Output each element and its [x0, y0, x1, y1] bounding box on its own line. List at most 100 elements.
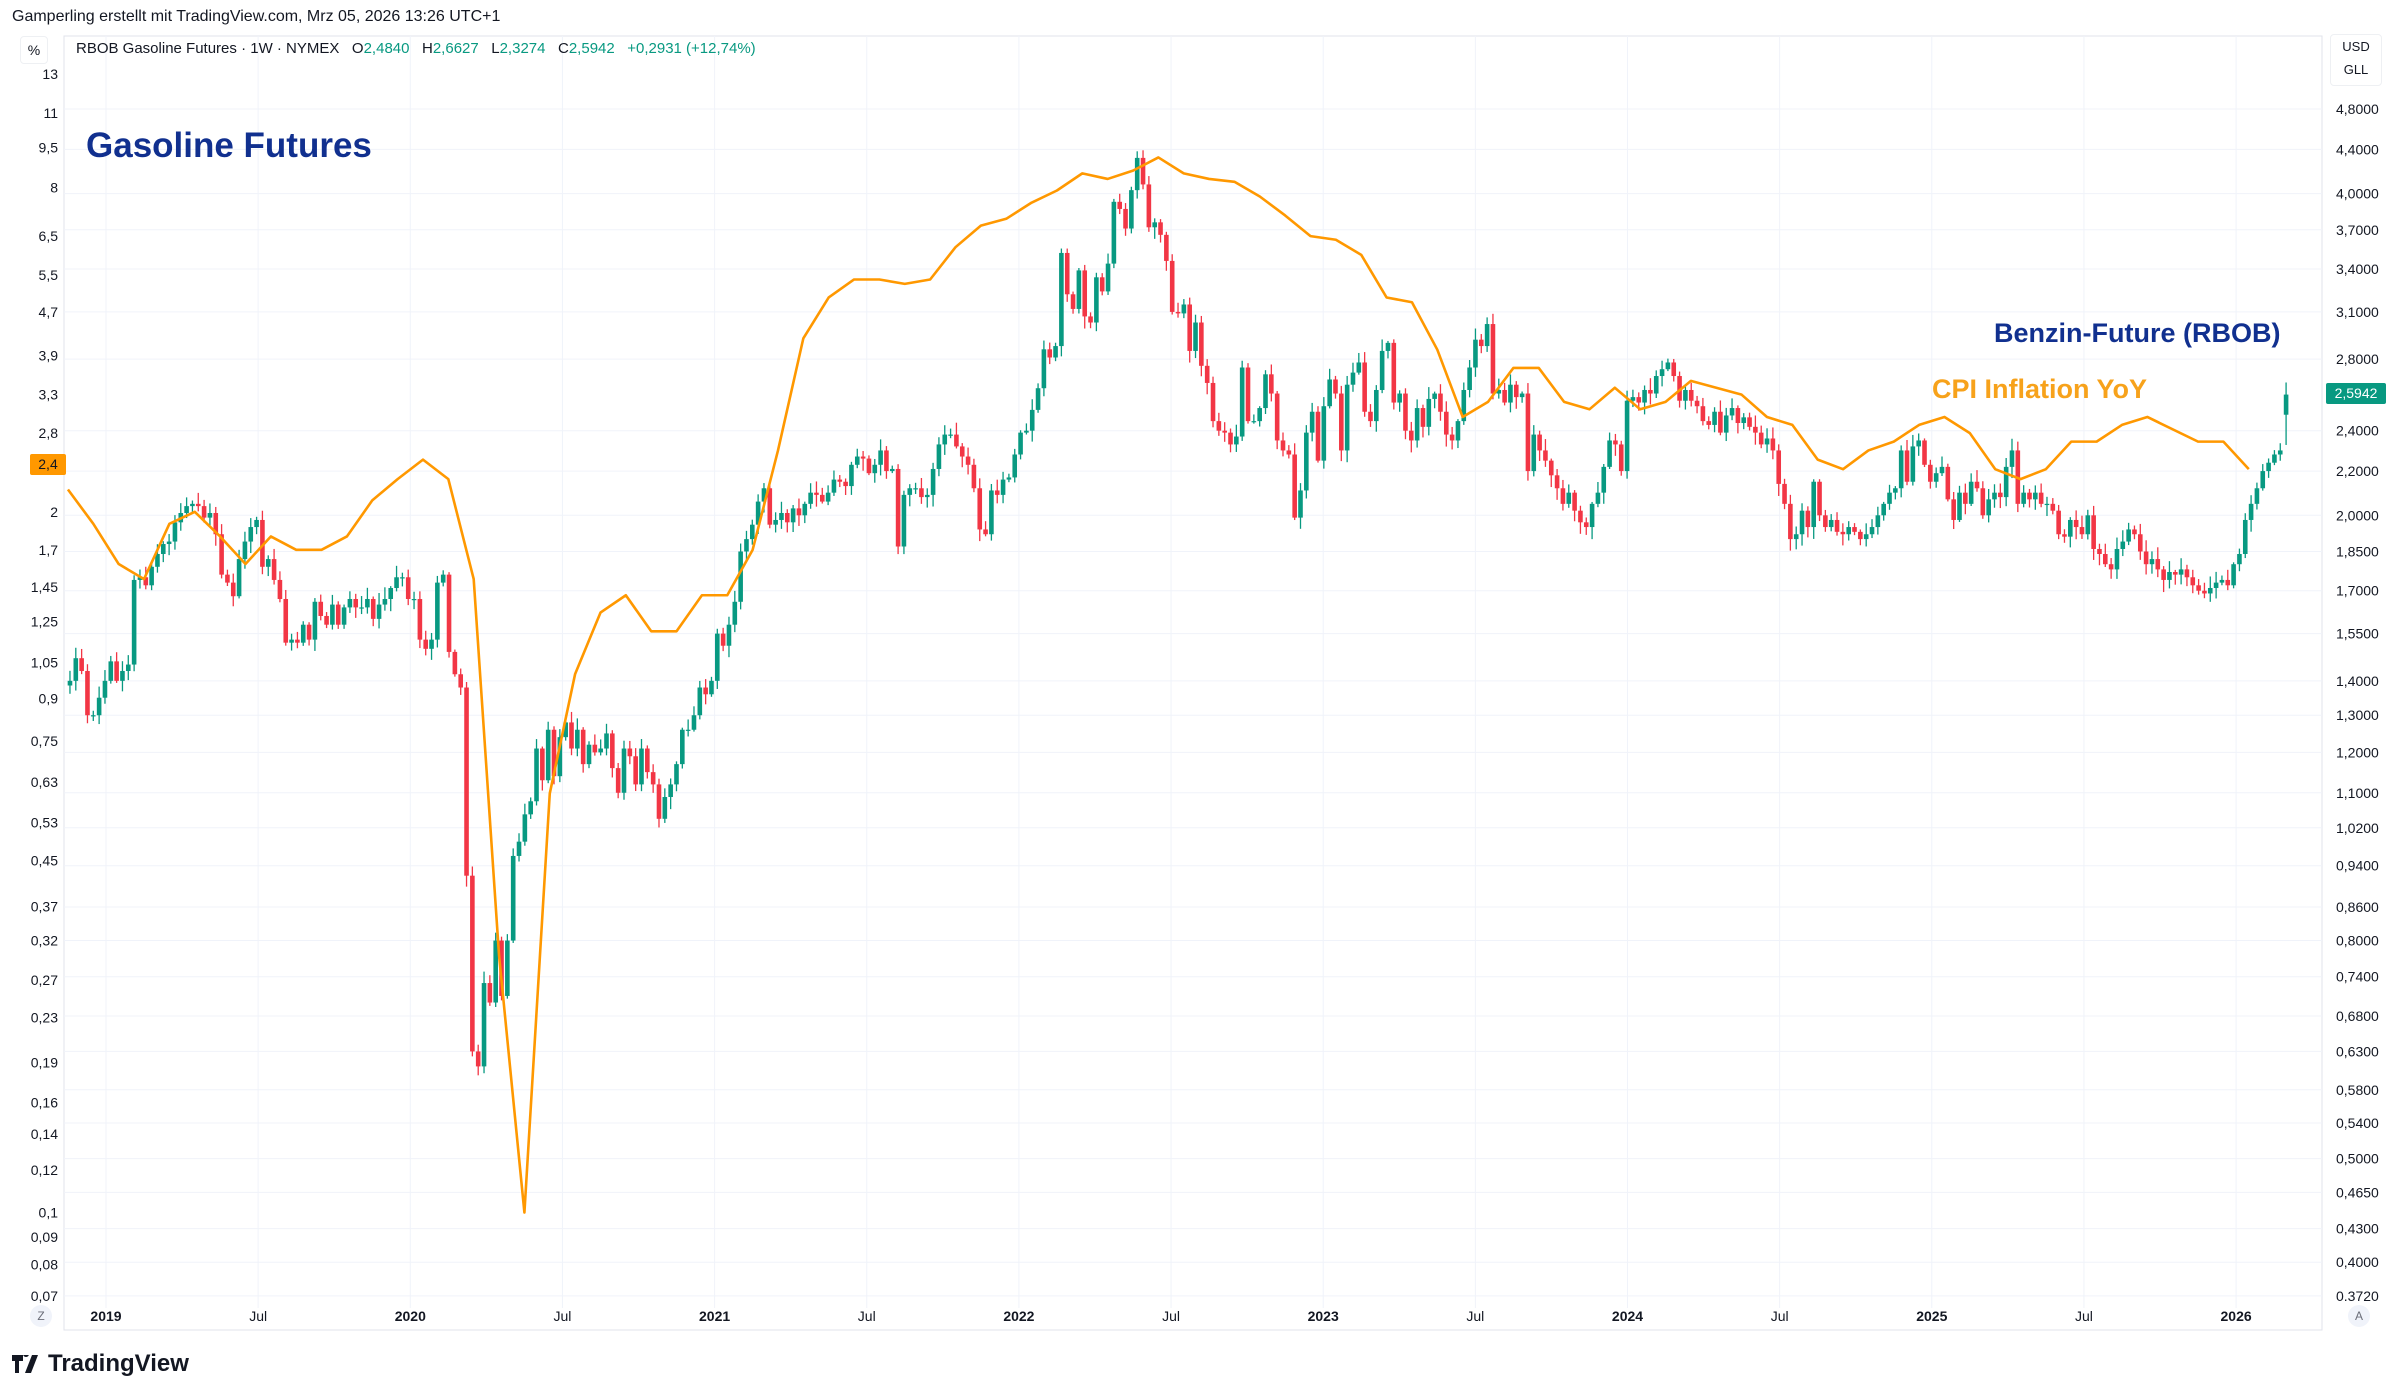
- chart-title-annotation[interactable]: Gasoline Futures: [86, 126, 372, 165]
- candle: [1613, 433, 1618, 456]
- candle-body: [726, 624, 732, 646]
- candle-body: [790, 508, 796, 523]
- candle: [2102, 543, 2108, 567]
- candle-body: [1263, 374, 1268, 409]
- currency-unit-button[interactable]: USD GLL: [2330, 34, 2382, 86]
- cpi-annotation[interactable]: CPI Inflation YoY: [1932, 374, 2148, 404]
- candle-body: [2277, 450, 2283, 455]
- candle-body: [2068, 519, 2073, 537]
- auto-scale-button[interactable]: A: [2348, 1305, 2370, 1327]
- candle: [2190, 569, 2196, 594]
- candle-body: [948, 434, 953, 436]
- candle: [1700, 397, 1706, 426]
- candle: [656, 778, 662, 828]
- candle: [1747, 412, 1752, 431]
- candle-body: [1817, 481, 1822, 516]
- candle: [207, 503, 213, 526]
- candle-body: [1181, 304, 1187, 314]
- candle-body: [1362, 362, 1367, 412]
- candle: [1758, 425, 1764, 449]
- candle-body: [1018, 432, 1023, 455]
- candle: [1158, 219, 1163, 243]
- left-axis[interactable]: 13 11 9,5 8 6,5 5,5 4,7 3,9 3,3 2,8 2 1,7 1,45 1,25 1,…: [31, 66, 58, 1304]
- candle: [131, 575, 137, 672]
- candle-body: [1764, 438, 1770, 445]
- symbol-name[interactable]: RBOB Gasoline Futures · 1W · NYMEX: [76, 40, 340, 57]
- candle-body: [2033, 492, 2038, 500]
- candle: [2050, 498, 2056, 515]
- candle: [1053, 342, 1058, 362]
- candle: [738, 543, 743, 610]
- candle: [1933, 467, 1939, 488]
- candle: [1000, 471, 1006, 504]
- candle: [353, 593, 359, 618]
- candle: [1683, 384, 1688, 410]
- candle-body: [615, 768, 621, 793]
- candle-body: [1618, 444, 1624, 472]
- candle: [1321, 397, 1327, 469]
- candle: [1583, 517, 1589, 535]
- candle-body: [1939, 466, 1945, 474]
- left-axis-tick-label: 11: [43, 105, 58, 121]
- candle: [744, 530, 749, 561]
- candle: [1222, 422, 1227, 442]
- candle: [1963, 483, 1968, 515]
- rbob-annotation[interactable]: Benzin-Future (RBOB): [1994, 318, 2281, 348]
- candle: [306, 622, 312, 646]
- candle: [1694, 395, 1700, 414]
- right-axis-tick-label: 1,8500: [2336, 543, 2379, 559]
- candle: [2027, 488, 2032, 508]
- candle: [225, 569, 230, 587]
- candle-body: [1630, 397, 1636, 401]
- zoom-scale-button[interactable]: Z: [30, 1305, 52, 1327]
- candle-body: [1490, 324, 1496, 394]
- tradingview-logo[interactable]: TradingView: [12, 1350, 189, 1378]
- candle-body: [1117, 201, 1123, 209]
- candle: [1881, 501, 1886, 521]
- candle-body: [1572, 492, 1577, 511]
- candle: [85, 664, 90, 724]
- candle: [1525, 383, 1531, 481]
- candle: [726, 616, 732, 658]
- candle: [1974, 470, 1980, 492]
- candle-body: [1228, 432, 1233, 445]
- candle-body: [1548, 460, 1554, 476]
- candle-body: [685, 729, 691, 731]
- candle-body: [732, 601, 738, 625]
- candle-body: [1502, 389, 1507, 403]
- candle-body: [1064, 252, 1070, 295]
- candle: [1718, 400, 1723, 436]
- candle: [400, 572, 405, 587]
- candle: [1315, 406, 1321, 463]
- candle-body: [1309, 411, 1315, 433]
- candle-body: [102, 680, 108, 698]
- candle-body: [796, 508, 802, 516]
- candle: [1898, 445, 1904, 498]
- candle: [703, 679, 708, 705]
- candle: [948, 428, 953, 439]
- right-axis[interactable]: 4,8000 4,4000 4,0000 3,7000 3,4000 3,1000 2,80…: [2336, 101, 2379, 1304]
- candle-body: [347, 598, 353, 608]
- percent-scale-button[interactable]: %: [20, 36, 48, 64]
- candle: [1916, 433, 1921, 456]
- candle: [2003, 458, 2009, 507]
- candle-body: [1111, 201, 1117, 264]
- candle: [674, 761, 679, 792]
- candle-body: [1274, 393, 1280, 441]
- candle: [1280, 432, 1286, 457]
- candle-body: [79, 658, 84, 671]
- candle: [1776, 444, 1782, 496]
- candle-body: [2242, 519, 2248, 555]
- candle-body: [1729, 408, 1735, 416]
- candle-body: [1403, 393, 1408, 431]
- candle-body: [1210, 382, 1216, 422]
- candle-body: [417, 598, 423, 640]
- candle: [260, 510, 265, 575]
- candle-body: [160, 544, 166, 555]
- candle-body: [1187, 304, 1192, 351]
- candle-body: [1998, 492, 2003, 498]
- right-axis-tick-label: 0,5800: [2336, 1082, 2379, 1098]
- candle-body: [889, 468, 895, 472]
- time-axis[interactable]: 2019 Jul 2020 Jul 2021 Jul 2022 Jul 2023 Jul 2024 J…: [90, 1308, 2251, 1324]
